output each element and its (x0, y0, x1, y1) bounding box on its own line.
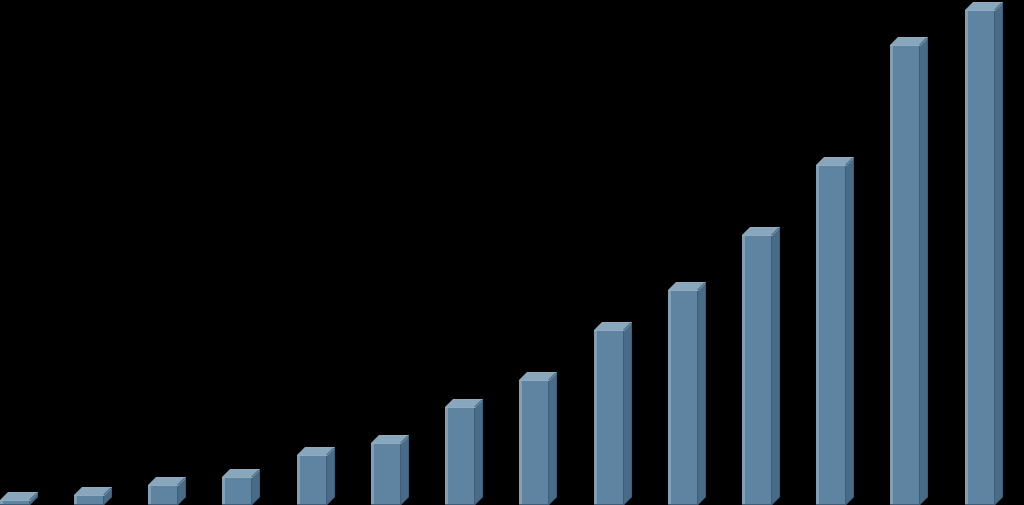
bar-front (371, 443, 401, 505)
bar-side (698, 282, 706, 505)
bar (890, 37, 928, 505)
bar-front (742, 235, 772, 505)
bar-front (0, 500, 30, 505)
bar-side (624, 322, 632, 505)
bar-side (920, 37, 928, 505)
bar (371, 435, 409, 505)
bar (965, 2, 1003, 505)
bar-front (668, 290, 698, 505)
bar-front (222, 477, 252, 505)
bar-front (297, 455, 327, 505)
bar-front (890, 45, 920, 505)
bar (0, 492, 38, 505)
bar-front (148, 485, 178, 505)
bar (668, 282, 706, 505)
bar (297, 447, 335, 505)
bar (816, 157, 854, 505)
bar-front (965, 10, 995, 505)
bar-side (549, 372, 557, 505)
bar (74, 487, 112, 505)
bar-front (816, 165, 846, 505)
bar (148, 477, 186, 505)
bar-front (445, 407, 475, 505)
bar (519, 372, 557, 505)
bar (742, 227, 780, 505)
bar (222, 469, 260, 505)
bar-side (772, 227, 780, 505)
bar-front (74, 495, 104, 505)
bar-side (846, 157, 854, 505)
bar (594, 322, 632, 505)
bar-side (475, 399, 483, 505)
bar-chart (0, 0, 1024, 505)
bar-side (401, 435, 409, 505)
bar-side (995, 2, 1003, 505)
bar-front (594, 330, 624, 505)
bar-side (327, 447, 335, 505)
bar-front (519, 380, 549, 505)
bar (445, 399, 483, 505)
